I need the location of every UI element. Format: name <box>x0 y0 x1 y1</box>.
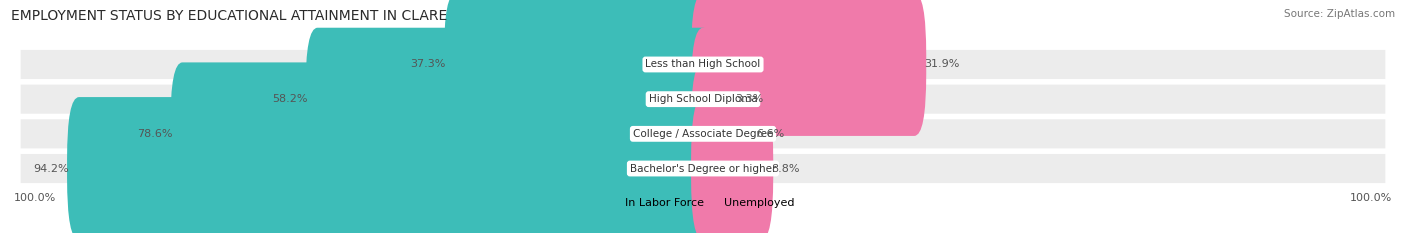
FancyBboxPatch shape <box>305 28 714 171</box>
Legend: In Labor Force, Unemployed: In Labor Force, Unemployed <box>607 193 799 212</box>
Text: 31.9%: 31.9% <box>924 59 960 69</box>
FancyBboxPatch shape <box>692 97 773 233</box>
FancyBboxPatch shape <box>170 62 714 205</box>
FancyBboxPatch shape <box>692 28 737 171</box>
Text: 8.8%: 8.8% <box>772 164 800 174</box>
FancyBboxPatch shape <box>444 0 714 136</box>
FancyBboxPatch shape <box>21 85 1385 114</box>
FancyBboxPatch shape <box>692 0 927 136</box>
Text: 78.6%: 78.6% <box>136 129 173 139</box>
FancyBboxPatch shape <box>692 62 759 205</box>
Text: College / Associate Degree: College / Associate Degree <box>633 129 773 139</box>
FancyBboxPatch shape <box>67 97 714 233</box>
Text: 94.2%: 94.2% <box>34 164 69 174</box>
FancyBboxPatch shape <box>21 154 1385 183</box>
Text: 37.3%: 37.3% <box>411 59 446 69</box>
FancyBboxPatch shape <box>21 119 1385 148</box>
FancyBboxPatch shape <box>21 50 1385 79</box>
Text: Bachelor's Degree or higher: Bachelor's Degree or higher <box>630 164 776 174</box>
Text: EMPLOYMENT STATUS BY EDUCATIONAL ATTAINMENT IN CLARE: EMPLOYMENT STATUS BY EDUCATIONAL ATTAINM… <box>11 9 447 23</box>
Text: Source: ZipAtlas.com: Source: ZipAtlas.com <box>1284 9 1395 19</box>
Text: 58.2%: 58.2% <box>271 94 308 104</box>
Text: 100.0%: 100.0% <box>14 193 56 203</box>
Text: 3.3%: 3.3% <box>735 94 763 104</box>
Text: 6.6%: 6.6% <box>756 129 785 139</box>
Text: 100.0%: 100.0% <box>1350 193 1392 203</box>
Text: High School Diploma: High School Diploma <box>648 94 758 104</box>
Text: Less than High School: Less than High School <box>645 59 761 69</box>
